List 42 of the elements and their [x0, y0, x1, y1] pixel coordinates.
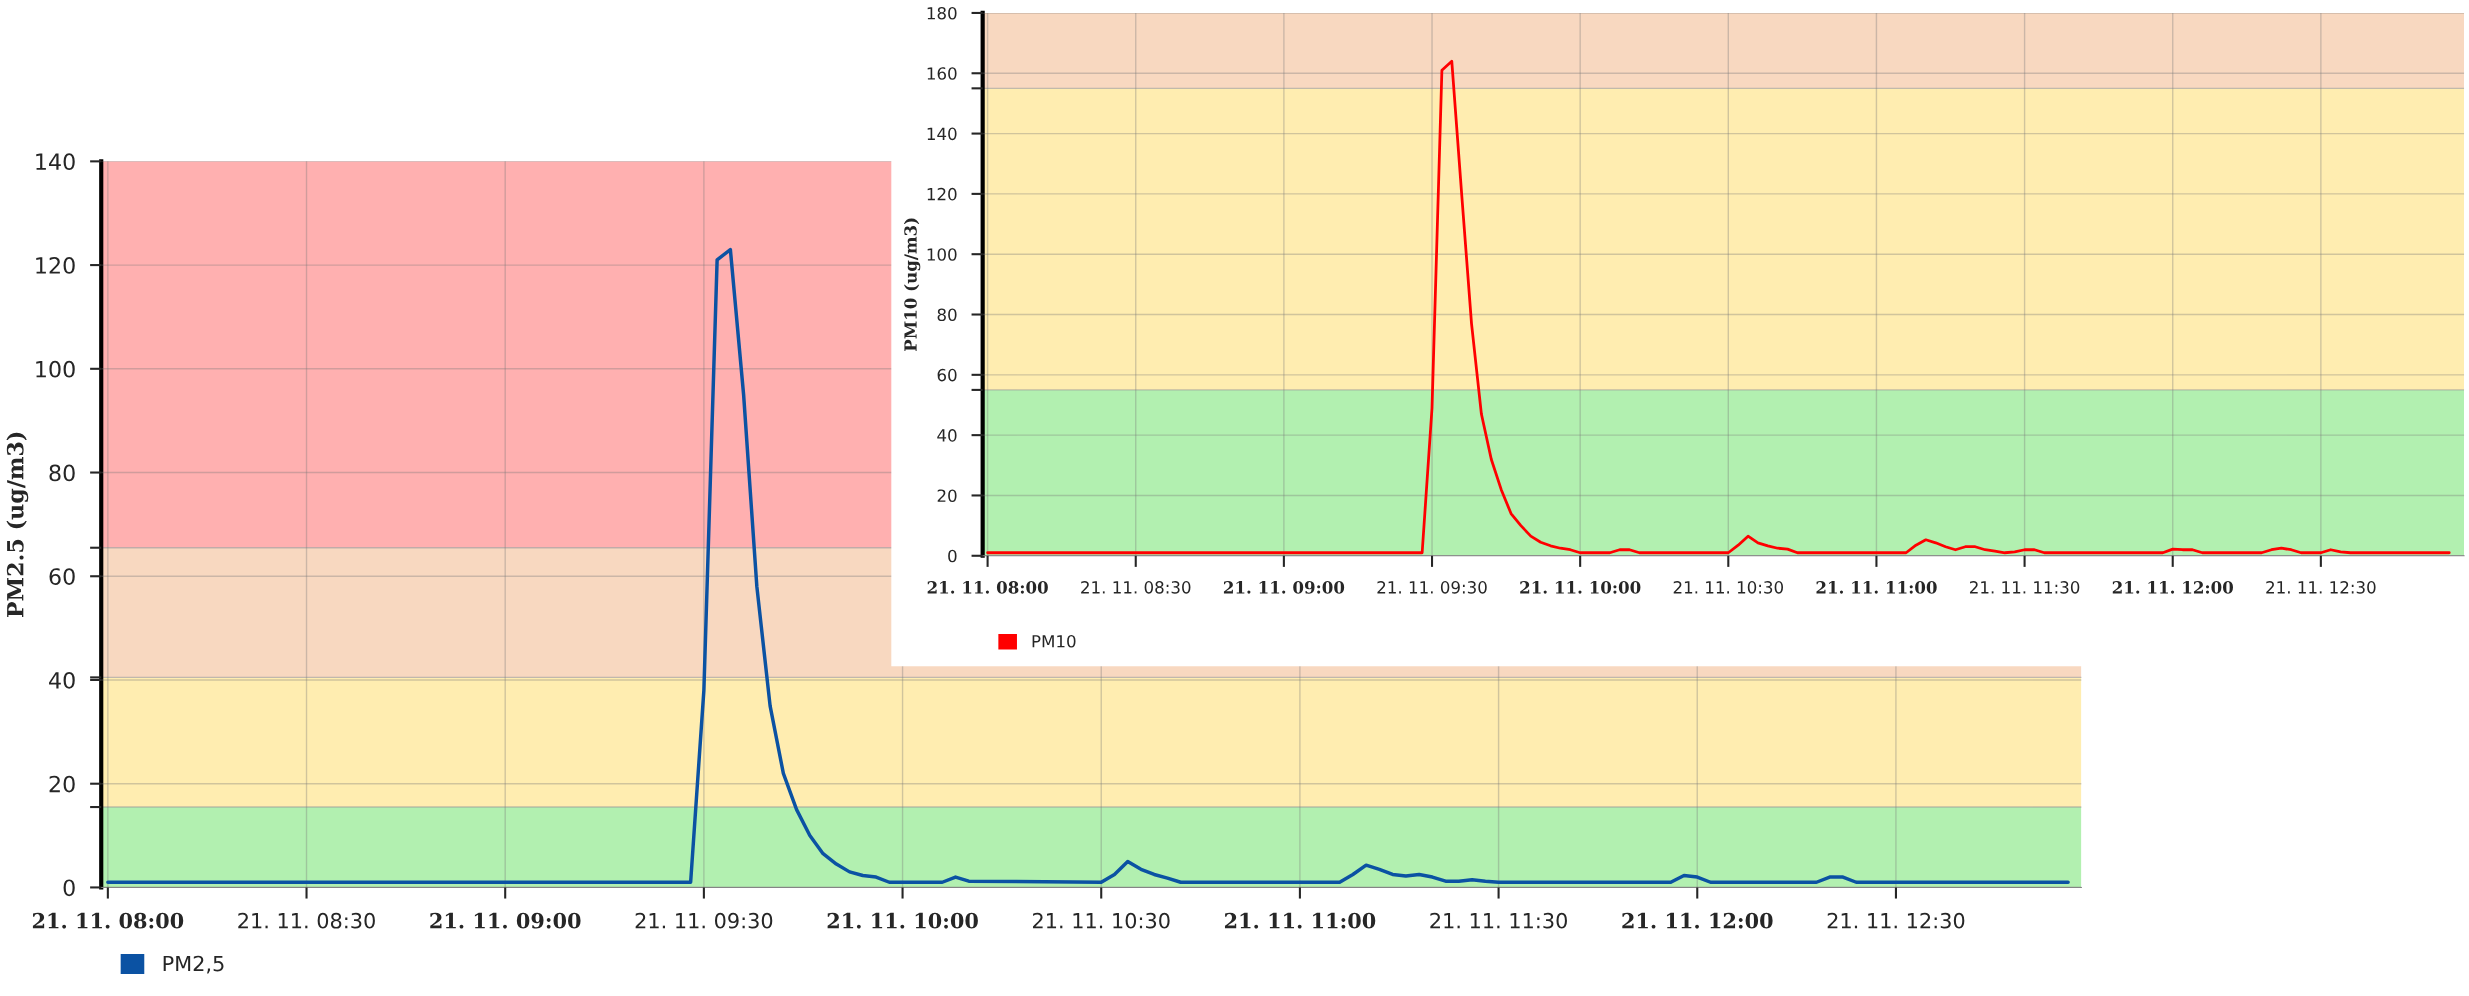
x-tick-label: 21. 11. 12:30 — [1827, 912, 1965, 929]
x-tick-label: 21. 11. 08:00 — [32, 912, 184, 929]
y-tick-label: 100 — [927, 248, 957, 261]
x-tick-label: 21. 11. 11:30 — [1969, 581, 2080, 594]
x-tick-label: 21. 11. 08:30 — [1081, 581, 1191, 594]
x-tick-label: 21. 11. 12:30 — [2266, 581, 2376, 594]
x-tick-label: 21. 11. 08:30 — [238, 912, 375, 929]
x-tick-label: 21. 11. 12:00 — [2112, 581, 2234, 594]
x-tick-label: 21. 11. 09:00 — [430, 912, 581, 929]
y-tick-label: 120 — [36, 257, 75, 274]
x-tick-label: 21. 11. 09:30 — [635, 912, 773, 929]
x-tick-label: 21. 11. 08:00 — [927, 581, 1048, 594]
x-tick-label: 21. 11. 12:00 — [1622, 912, 1773, 929]
x-tick-label: 21. 11. 10:00 — [1520, 581, 1641, 594]
y-tick-label: 20 — [49, 775, 75, 793]
y-tick-label: 60 — [49, 568, 75, 586]
y-tick-label: 20 — [937, 489, 957, 503]
y-tick-label: 40 — [49, 671, 75, 689]
y-tick-label: 60 — [937, 368, 957, 382]
y-tick-label: 80 — [49, 464, 75, 482]
y-tick-label: 140 — [36, 153, 75, 171]
x-tick-label: 21. 11. 10:30 — [1032, 912, 1170, 929]
x-tick-label: 21. 11. 10:30 — [1673, 581, 1784, 594]
legend-label: PM10 — [1032, 634, 1076, 648]
y-axis-title: PM10 (ug/m3) — [903, 218, 921, 351]
y-tick-label: 120 — [927, 187, 957, 201]
x-tick-label: 21. 11. 09:30 — [1377, 581, 1487, 594]
x-tick-label: 21. 11. 11:00 — [1224, 912, 1376, 929]
y-tick-label: 0 — [63, 879, 75, 897]
x-tick-label: 21. 11. 09:00 — [1223, 581, 1345, 594]
y-tick-label: 100 — [36, 360, 75, 378]
x-tick-label: 21. 11. 11:30 — [1430, 912, 1567, 929]
y-tick-label: 180 — [927, 6, 957, 20]
y-tick-label: 80 — [937, 308, 957, 322]
legend-label: PM2,5 — [163, 955, 224, 974]
x-tick-label: 21. 11. 11:00 — [1816, 581, 1937, 594]
y-tick-label: 40 — [937, 429, 957, 442]
y-tick-label: 140 — [927, 127, 957, 141]
y-tick-label: 0 — [948, 549, 957, 563]
y-tick-label: 160 — [927, 67, 957, 80]
y-axis-title: PM2.5 (ug/m3) — [6, 432, 29, 618]
x-tick-label: 21. 11. 10:00 — [827, 912, 978, 929]
